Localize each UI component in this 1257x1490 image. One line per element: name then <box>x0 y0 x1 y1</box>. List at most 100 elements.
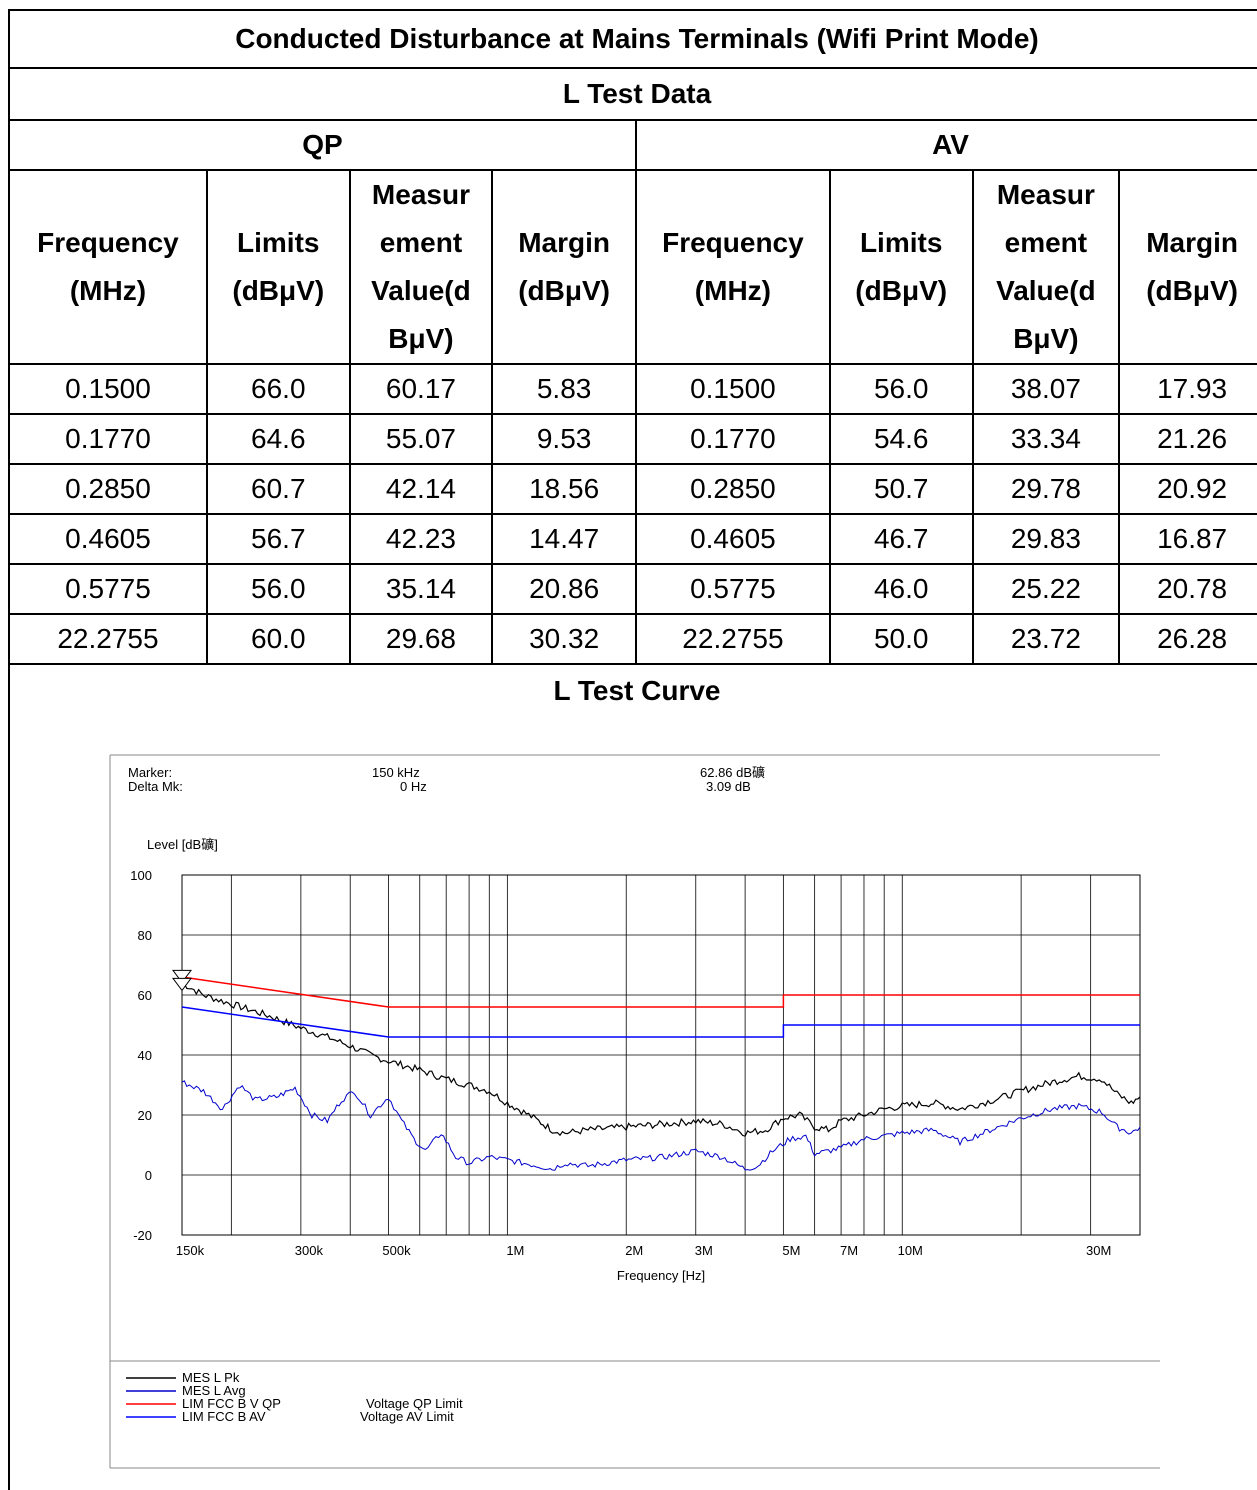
table-cell: 22.2755 <box>8 613 208 665</box>
header-line: (dBμV) <box>518 275 610 306</box>
y-tick-label: -20 <box>133 1228 152 1243</box>
delta-marker-level: 3.09 dB <box>706 779 751 794</box>
header-limits-av: Limits (dBμV) <box>828 169 974 365</box>
table-cell: 56.0 <box>828 363 974 415</box>
header-line: Frequency <box>662 227 804 258</box>
table-cell: 0.2850 <box>8 463 208 515</box>
header-margin-av: Margin (dBμV) <box>1118 169 1257 365</box>
table-cell: 29.83 <box>971 513 1121 565</box>
header-line: Measur <box>996 179 1095 210</box>
header-line: Limits <box>859 227 943 258</box>
y-tick-label: 0 <box>145 1168 152 1183</box>
section-title: L Test Data <box>8 67 1257 121</box>
header-frequency-qp: Frequency (MHz) <box>8 169 208 365</box>
table-cell: 0.4605 <box>634 513 831 565</box>
header-line: Margin <box>518 227 610 258</box>
header-line: Margin <box>1146 227 1238 258</box>
marker-frequency: 150 kHz <box>372 765 420 780</box>
x-tick-label: 3M <box>695 1243 713 1258</box>
table-row: 0.2850 60.7 42.14 18.56 0.2850 50.7 29.78 20.9… <box>8 463 1257 515</box>
table-cell: 5.83 <box>491 363 637 415</box>
header-line: Limits <box>237 227 320 258</box>
marker-level: 62.86 dB礦 <box>700 765 765 780</box>
table-cell: 64.6 <box>205 413 351 465</box>
header-line: (MHz) <box>694 275 771 306</box>
header-line: BμV) <box>1013 323 1079 354</box>
table-row: 0.5775 56.0 35.14 20.86 0.5775 46.0 25.22 20.7… <box>8 563 1257 615</box>
header-line: Value(d <box>996 275 1096 306</box>
table-cell: 0.1770 <box>8 413 208 465</box>
table-cell: 14.47 <box>491 513 637 565</box>
table-cell: 20.78 <box>1118 563 1257 615</box>
header-measurement-qp: Measur ement Value(d BμV) <box>348 169 494 365</box>
series-line-3 <box>181 1006 1140 1038</box>
group-header-av: AV <box>634 119 1257 171</box>
legend-entry: MES L Avg <box>182 1383 246 1398</box>
series-line-1 <box>181 1080 1141 1171</box>
table-cell: 46.0 <box>828 563 974 615</box>
marker-label: Marker: <box>128 765 172 780</box>
y-tick-label: 20 <box>138 1108 152 1123</box>
table-cell: 35.14 <box>348 563 494 615</box>
x-tick-label: 5M <box>782 1243 800 1258</box>
y-tick-label: 40 <box>138 1048 152 1063</box>
table-cell: 55.07 <box>348 413 494 465</box>
table-cell: 46.7 <box>828 513 974 565</box>
table-cell: 60.0 <box>205 613 351 665</box>
header-measurement-av: Measur ement Value(d BμV) <box>971 169 1121 365</box>
x-tick-label: 150k <box>176 1243 205 1258</box>
x-tick-label: 2M <box>625 1243 643 1258</box>
marker-triangle <box>172 969 192 984</box>
delta-marker-frequency: 0 Hz <box>400 779 427 794</box>
table-cell: 9.53 <box>491 413 637 465</box>
x-tick-label: 300k <box>295 1243 324 1258</box>
table-cell: 20.92 <box>1118 463 1257 515</box>
table-cell: 0.5775 <box>8 563 208 615</box>
header-line: BμV) <box>388 323 454 354</box>
series-line-0 <box>181 982 1141 1137</box>
series-line-2 <box>181 976 1140 1008</box>
table-cell: 29.68 <box>348 613 494 665</box>
table-cell: 42.23 <box>348 513 494 565</box>
table-cell: 0.1500 <box>634 363 831 415</box>
table-cell: 0.4605 <box>8 513 208 565</box>
y-tick-label: 60 <box>138 988 152 1003</box>
delta-marker-label: Delta Mk: <box>128 779 183 794</box>
header-line: ement <box>1004 227 1088 258</box>
table-row: 22.2755 60.0 29.68 30.32 22.2755 50.0 23.72 26… <box>8 613 1257 665</box>
table-cell: 33.34 <box>971 413 1121 465</box>
x-axis-label: Frequency [Hz] <box>617 1268 705 1283</box>
table-cell: 30.32 <box>491 613 637 665</box>
table-cell: 50.0 <box>828 613 974 665</box>
header-line: Value(d <box>371 275 471 306</box>
legend-description: Voltage QP Limit <box>366 1396 463 1411</box>
legend-description: Voltage AV Limit <box>360 1409 454 1424</box>
table-cell: 25.22 <box>971 563 1121 615</box>
table-cell: 56.0 <box>205 563 351 615</box>
page-title: Conducted Disturbance at Mains Terminals… <box>8 9 1257 69</box>
column-header-row: Frequency (MHz) Limits (dBμV) Measur ement V… <box>8 169 1257 365</box>
table-cell: 54.6 <box>828 413 974 465</box>
header-frequency-av: Frequency (MHz) <box>634 169 831 365</box>
y-tick-label: 80 <box>138 928 152 943</box>
table-cell: 0.5775 <box>634 563 831 615</box>
table-cell: 26.28 <box>1118 613 1257 665</box>
table-cell: 22.2755 <box>634 613 831 665</box>
table-cell: 18.56 <box>491 463 637 515</box>
table-cell: 21.26 <box>1118 413 1257 465</box>
legend-entry: LIM FCC B V QP <box>182 1396 281 1411</box>
table-cell: 66.0 <box>205 363 351 415</box>
table-cell: 42.14 <box>348 463 494 515</box>
group-header-qp: QP <box>8 119 637 171</box>
table-row: 0.4605 56.7 42.23 14.47 0.4605 46.7 29.83 16.8… <box>8 513 1257 565</box>
table-cell: 20.86 <box>491 563 637 615</box>
header-margin-qp: Margin (dBμV) <box>491 169 637 365</box>
table-row: 0.1770 64.6 55.07 9.53 0.1770 54.6 33.34 21.26 <box>8 413 1257 465</box>
table-cell: 17.93 <box>1118 363 1257 415</box>
header-line: Frequency <box>37 227 179 258</box>
table-cell: 29.78 <box>971 463 1121 515</box>
header-line: Measur <box>371 179 470 210</box>
test-curve-area: 100 80 60 40 20 0 -20 150k 300k 500k 1M 2M 3M 5M 7M 10M… <box>8 733 1257 1490</box>
legend-entry: MES L Pk <box>182 1370 240 1385</box>
y-tick-label: 100 <box>130 868 152 883</box>
